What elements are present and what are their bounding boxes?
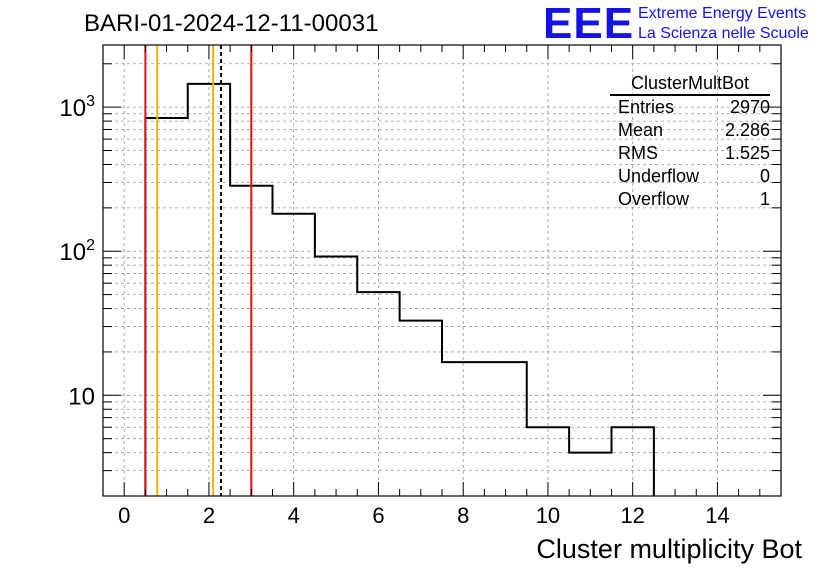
logo-tagline-2: La Scienza nelle Scuole — [638, 25, 809, 42]
y-tick-label: 103 — [59, 93, 95, 122]
stats-box: ClusterMultBot Entries 2970 Mean 2.286 R… — [610, 72, 778, 211]
stats-title: ClusterMultBot — [610, 72, 770, 96]
histogram-bin — [442, 362, 527, 496]
x-tick-label: 10 — [536, 503, 560, 528]
stats-value: 0 — [759, 166, 770, 186]
histogram-bin — [188, 84, 230, 496]
stats-value: 1.525 — [724, 143, 770, 163]
x-tick-label: 0 — [118, 503, 130, 528]
x-tick-label: 14 — [705, 503, 729, 528]
run-title: BARI-01-2024-12-11-00031 — [84, 10, 379, 37]
stats-row-overflow: Overflow 1 — [610, 188, 778, 211]
marker-lines — [144, 45, 253, 496]
stats-row-entries: Entries 2970 — [610, 96, 778, 119]
x-tick-label: 6 — [372, 503, 384, 528]
eee-logo-mark: EEE — [543, 0, 635, 48]
y-tick-label: 102 — [59, 237, 95, 266]
stats-label: Mean — [618, 120, 664, 140]
eee-logo: EEE Extreme Energy Events La Scienza nel… — [543, 2, 833, 46]
stats-row-rms: RMS 1.525 — [610, 142, 778, 165]
x-tick-label: 12 — [620, 503, 644, 528]
stats-label: Overflow — [618, 189, 690, 209]
stats-label: Entries — [618, 97, 675, 117]
histogram-bin — [315, 256, 357, 496]
histogram-bin — [400, 321, 442, 496]
grid-layer — [103, 45, 781, 497]
stats-value: 2.286 — [724, 120, 770, 140]
stats-label: Underflow — [618, 166, 700, 186]
x-tick-label: 4 — [288, 503, 300, 528]
x-axis-label: Cluster multiplicity Bot — [536, 534, 802, 564]
stats-value: 2970 — [729, 97, 770, 117]
stats-label: RMS — [618, 143, 658, 163]
histogram-outline — [144, 82, 655, 496]
stats-value: 1 — [759, 189, 770, 209]
logo-tagline-1: Extreme Energy Events — [638, 5, 807, 22]
stats-row-mean: Mean 2.286 — [610, 119, 778, 142]
x-tick-label: 2 — [203, 503, 215, 528]
y-tick-label: 10 — [68, 383, 95, 410]
histogram-bars — [144, 82, 655, 496]
x-tick-label: 8 — [457, 503, 469, 528]
stats-row-underflow: Underflow 0 — [610, 165, 778, 188]
histogram-bin — [145, 118, 187, 496]
